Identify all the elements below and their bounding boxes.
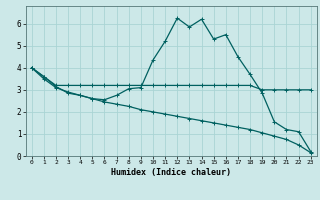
X-axis label: Humidex (Indice chaleur): Humidex (Indice chaleur)	[111, 168, 231, 177]
